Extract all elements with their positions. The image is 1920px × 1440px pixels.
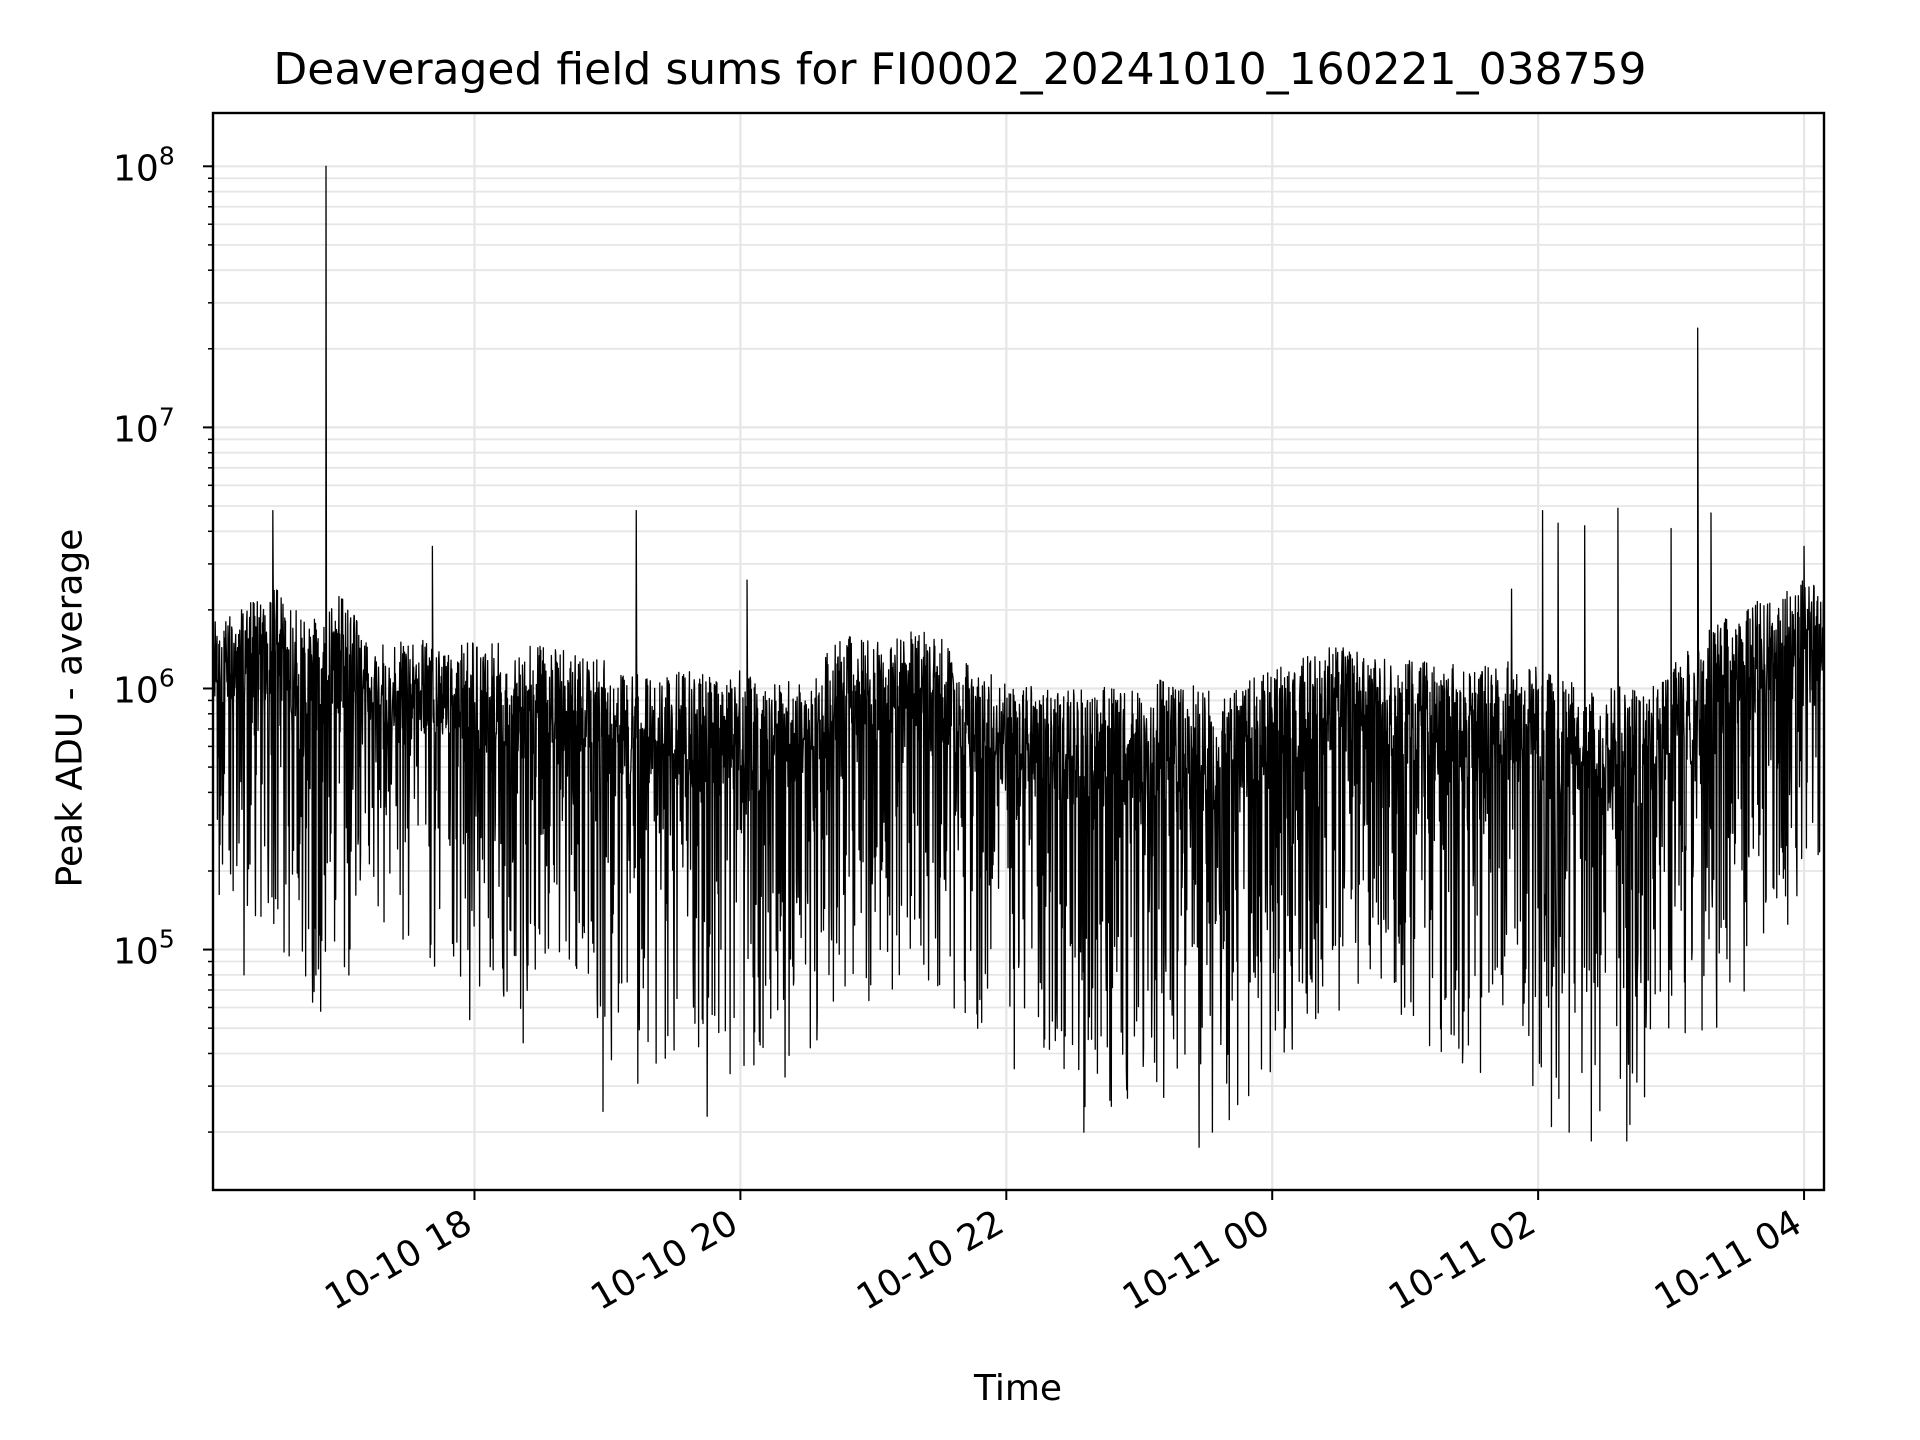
x-axis-label: Time [973,1368,1063,1409]
x-tick-label: 10-10 20 [584,1202,745,1318]
series-line [212,165,1825,1148]
series-layer [212,165,1825,1148]
y-tick-label: 107 [113,402,175,450]
x-tick-label: 10-11 04 [1648,1202,1809,1318]
x-tick-label: 10-11 00 [1116,1202,1277,1318]
x-tick-label: 10-11 02 [1382,1202,1543,1318]
chart-title: Deaveraged field sums for FI0002_2024101… [273,44,1647,95]
axes-frame [211,111,1826,1192]
y-tick-label: 108 [113,141,175,189]
x-tick-label: 10-10 22 [850,1202,1011,1318]
y-tick-label: 105 [113,925,175,973]
x-tick-label: 10-10 18 [318,1202,479,1318]
y-tick-label: 106 [113,663,175,711]
